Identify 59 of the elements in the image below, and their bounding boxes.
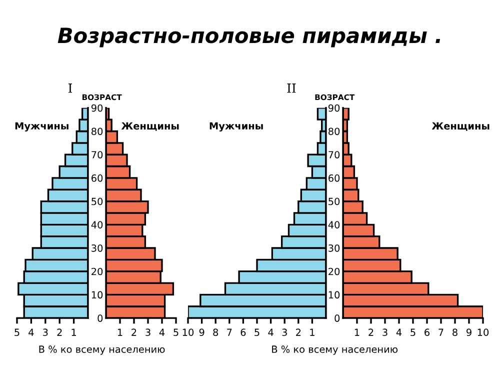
y-tick-label: 20 bbox=[92, 268, 103, 276]
y-tick-label: 30 bbox=[92, 244, 103, 252]
x-tick-label: 3 bbox=[43, 328, 48, 336]
x-tick-label: 2 bbox=[368, 328, 374, 336]
x-tick-label: 4 bbox=[159, 328, 165, 336]
text: Мужчины bbox=[210, 122, 263, 132]
y-tick-label: 60 bbox=[92, 174, 103, 182]
x-tick-label: 5 bbox=[174, 328, 178, 336]
y-tick-label: 60 bbox=[328, 174, 340, 182]
text: Возрастно-половые пирамиды . bbox=[58, 28, 440, 48]
x-tick-label: 4 bbox=[28, 328, 34, 336]
x-tick-label: 6 bbox=[240, 328, 246, 336]
x-tick-label: 8 bbox=[452, 328, 458, 336]
x-tick-label: 2 bbox=[296, 328, 301, 336]
y-tick-label: 40 bbox=[91, 221, 103, 228]
x-tick-label: 4 bbox=[396, 328, 402, 336]
x-axis-title: В % ко всему населению bbox=[39, 346, 165, 355]
y-tick-label: 80 bbox=[92, 128, 103, 136]
x-tick-label: 2 bbox=[57, 328, 62, 336]
y-tick-label: 20 bbox=[328, 268, 340, 276]
y-tick-label: 30 bbox=[328, 244, 340, 252]
y-tick-label: 70 bbox=[328, 151, 340, 158]
text: Женщины bbox=[121, 122, 179, 131]
x-tick-label: 1 bbox=[72, 328, 76, 336]
x-tick-label: 7 bbox=[227, 328, 232, 336]
y-tick-label: 10 bbox=[92, 291, 103, 299]
x-tick-label: 6 bbox=[424, 328, 430, 336]
x-tick-label: 7 bbox=[438, 328, 444, 336]
x-axis-title: В % ко всему населению bbox=[272, 346, 398, 355]
x-tick-label: 9 bbox=[466, 328, 472, 336]
x-tick-label: 5 bbox=[410, 328, 416, 336]
text: Мужчины bbox=[15, 122, 68, 132]
y-tick-label: 0 bbox=[334, 314, 340, 322]
y-tick-label: 40 bbox=[328, 221, 340, 228]
x-tick-label: 10 bbox=[182, 328, 194, 336]
y-tick-label: 10 bbox=[328, 291, 340, 299]
x-tick-label: 4 bbox=[268, 328, 274, 336]
text: II bbox=[287, 84, 296, 93]
x-tick-label: 3 bbox=[382, 328, 388, 336]
y-tick-label: 70 bbox=[92, 151, 103, 158]
x-tick-label: 10 bbox=[478, 328, 489, 336]
x-tick-label: 5 bbox=[254, 328, 260, 336]
text: I bbox=[68, 84, 72, 93]
x-tick-label: 1 bbox=[118, 328, 122, 336]
x-tick-label: 2 bbox=[132, 328, 136, 336]
x-tick-label: 1 bbox=[310, 328, 314, 336]
x-tick-label: 3 bbox=[146, 328, 150, 336]
x-tick-label: 8 bbox=[213, 328, 218, 336]
text: Женщины bbox=[432, 122, 490, 131]
y-tick-label: 50 bbox=[328, 198, 340, 206]
y-tick-label: 90 bbox=[328, 104, 340, 112]
y-tick-label: 0 bbox=[98, 314, 103, 322]
x-tick-label: 3 bbox=[282, 328, 287, 336]
y-tick-label: 90 bbox=[91, 104, 103, 112]
x-tick-label: 5 bbox=[14, 328, 20, 336]
y-tick-label: 80 bbox=[328, 128, 340, 136]
x-tick-label: 9 bbox=[199, 328, 204, 336]
y-tick-label: 50 bbox=[92, 198, 103, 206]
x-tick-label: 1 bbox=[354, 328, 360, 336]
